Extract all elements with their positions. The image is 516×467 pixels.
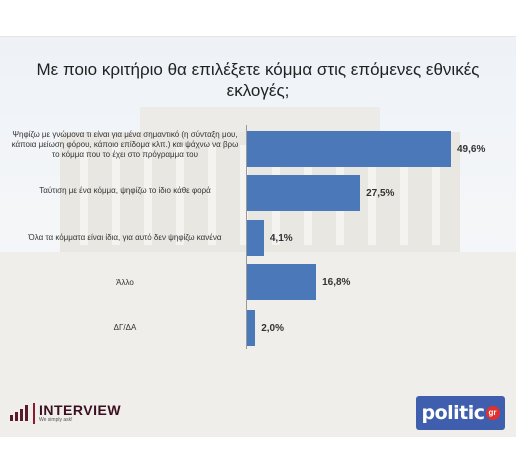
politic-logo-name: politic <box>421 402 485 424</box>
background-column <box>112 145 120 245</box>
category-label: Ταύτιση με ένα κόμμα, ψηφίζω το ίδιο κάθ… <box>39 186 211 195</box>
chart-slide: Με ποιο κριτήριο θα επιλέξετε κόμμα στις… <box>0 37 516 437</box>
bar <box>247 131 451 167</box>
value-label: 27,5% <box>366 188 395 199</box>
category-label: ΔΓ/ΔΑ <box>113 323 137 332</box>
value-label: 2,0% <box>261 323 285 334</box>
bar <box>247 175 361 211</box>
interview-logo: INTERVIEW We simply ask! <box>10 398 121 428</box>
interview-logo-name: INTERVIEW <box>39 401 122 418</box>
politic-logo-badge: gr <box>485 406 500 420</box>
background-column <box>80 145 88 245</box>
value-label: 4,1% <box>269 233 293 244</box>
bar <box>247 264 317 300</box>
background-column <box>400 145 408 245</box>
interview-bars-icon <box>10 405 28 421</box>
top-divider <box>0 36 516 37</box>
bar <box>247 310 256 346</box>
interview-logo-text: INTERVIEW We simply ask! <box>33 401 122 424</box>
politic-logo: politic gr <box>416 396 505 430</box>
interview-logo-tagline: We simply ask! <box>39 416 73 423</box>
chart-title: Με ποιο κριτήριο θα επιλέξετε κόμμα στις… <box>36 60 480 100</box>
category-label: Ψηφίζω με γνώμονα τι είναι για μένα σημα… <box>11 130 239 159</box>
background-column <box>144 145 152 245</box>
bar <box>247 220 264 256</box>
background-column <box>432 145 440 245</box>
category-label: Όλα τα κόμματα είναι ίδια, για αυτό δεν … <box>28 233 222 242</box>
value-label: 49,6% <box>457 144 486 155</box>
background-column <box>240 145 248 245</box>
value-label: 16,8% <box>322 277 351 288</box>
background-column <box>368 145 376 245</box>
category-axis <box>246 125 247 349</box>
background-column <box>208 145 216 245</box>
category-label: Άλλο <box>116 278 134 287</box>
background-column <box>176 145 184 245</box>
